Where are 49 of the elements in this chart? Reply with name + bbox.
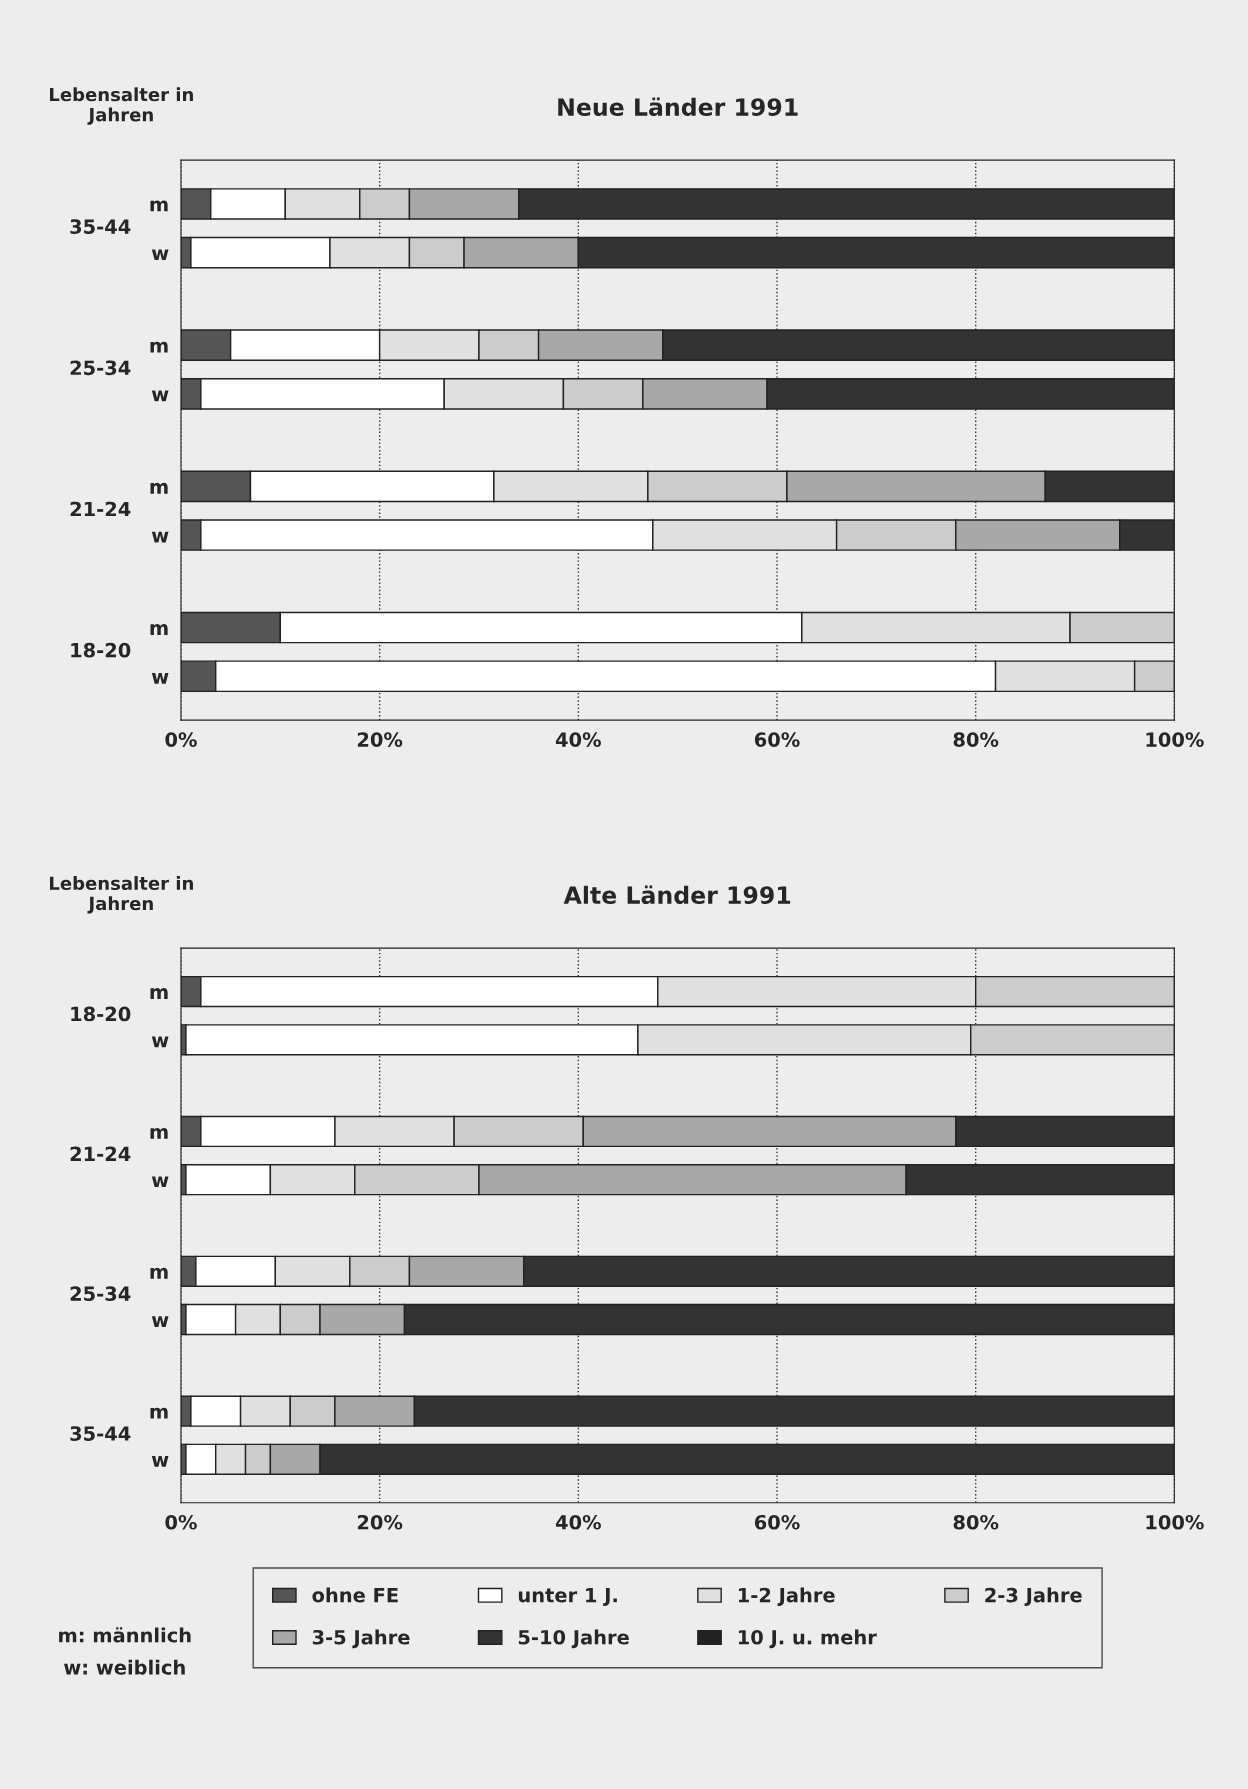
x-tick-label: 80% [953,732,999,747]
y-tick-label: w [151,249,169,261]
text: 35-44 [70,219,131,234]
text: 25-34 [70,1286,131,1302]
y-tick-label: m [150,988,168,999]
x-tick-label: 100% [1146,732,1204,747]
y-tick-label: w [151,1316,169,1327]
y-tick-label: m [150,1267,168,1279]
legend-label: 5-10 Jahre [518,1629,629,1649]
text: 18-20 [71,642,131,658]
x-tick-label: 100% [1146,1514,1204,1530]
legend-label: 2-3 Jahre [985,1587,1082,1607]
x-tick-label: 60% [754,732,800,747]
x-tick-label: 60% [754,1514,800,1530]
y-tick-label: m [150,341,168,353]
x-tick-label: 0% [165,732,197,747]
chart-title: Alte Länder 1991 [563,885,791,905]
text: 35-44 [70,1426,131,1441]
legend-label: 10 J. u. mehr [738,1629,877,1649]
y-tick-label: m [150,1127,168,1139]
x-tick-label: 80% [953,1514,999,1530]
y-tick-label: m [150,200,168,212]
chart-title: Neue Länder 1991 [558,97,798,117]
legend-label: ohne FE [312,1587,398,1603]
text: w: weiblich [64,1659,185,1675]
y-tick-label: w [151,1036,169,1048]
text: m: männlich [59,1627,191,1643]
y-tick-label: m [150,624,168,635]
y-axis-title: Lebensalter in Jahren [50,87,193,125]
x-tick-label: 20% [357,732,403,747]
x-tick-label: 40% [555,732,601,747]
x-tick-label: 0% [165,1514,197,1530]
x-tick-label: 40% [555,1514,601,1530]
y-tick-label: w [151,390,169,402]
text: 21-24 [70,501,131,517]
y-tick-label: w [151,673,169,684]
text: 21-24 [70,1146,131,1161]
legend-label: 3-5 Jahre [312,1629,410,1649]
text: 25-34 [70,360,131,376]
x-tick-label: 20% [357,1514,403,1530]
legend-label: 1-2 Jahre [738,1587,835,1607]
text: 18-20 [71,1006,131,1022]
y-tick-label: w [151,1456,169,1467]
y-tick-label: m [150,1407,168,1419]
legend-label: unter 1 J. [518,1587,617,1607]
y-tick-label: w [151,531,169,543]
y-tick-label: m [150,482,168,494]
y-tick-label: w [151,1176,169,1188]
y-axis-title: Lebensalter in Jahren [50,876,193,914]
